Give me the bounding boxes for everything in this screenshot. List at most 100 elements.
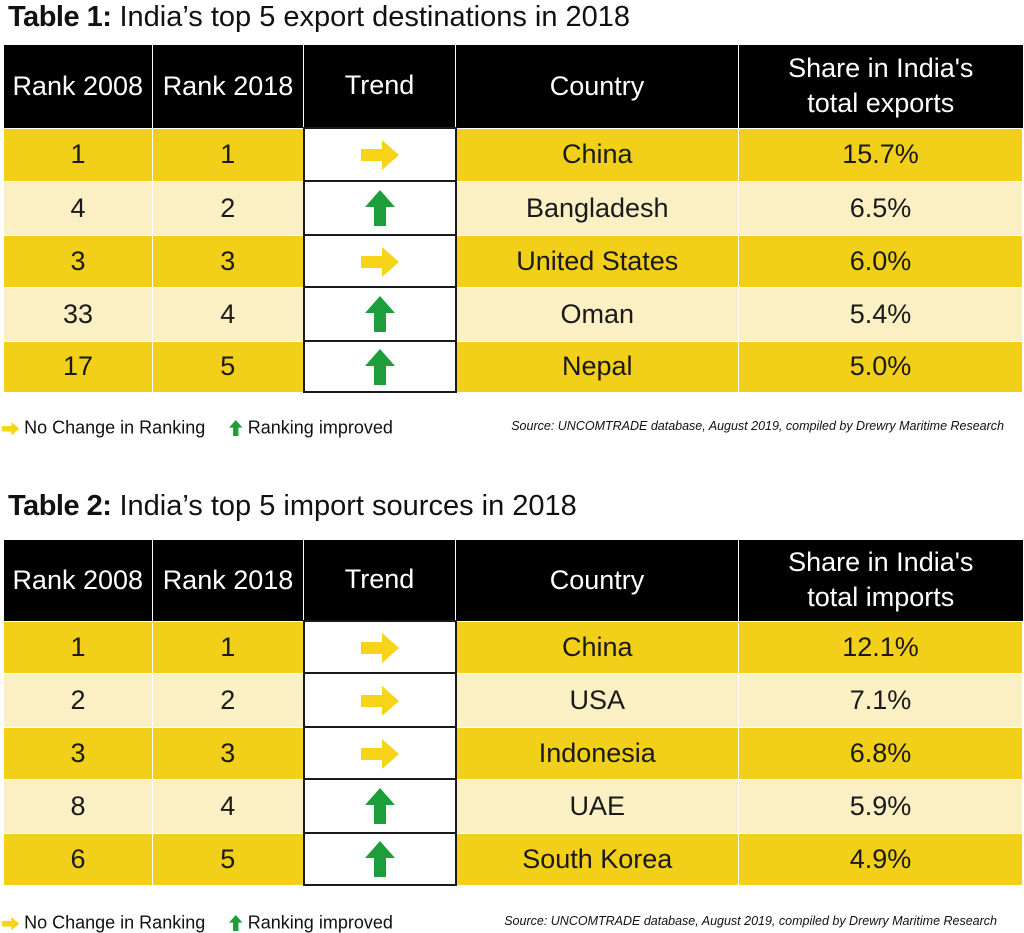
table2-legend-no-change: No Change in Ranking (24, 912, 206, 933)
share-cell: 4.9% (738, 832, 1023, 886)
rank2018-cell: 3 (152, 726, 304, 780)
rank2018-cell: 4 (152, 778, 304, 834)
rank2018-cell: 2 (152, 180, 304, 236)
trend-cell (302, 672, 457, 728)
table1-title-text: India’s top 5 export destinations in 201… (111, 1, 631, 33)
table1-header-country: Country (455, 45, 739, 128)
rank2018-cell: 1 (152, 620, 304, 674)
trend-cell (302, 726, 457, 780)
rank2008-cell: 3 (3, 234, 153, 288)
table-row: 17 5 Nepal 5.0% (3, 340, 1023, 393)
rank2018-cell: 2 (152, 672, 304, 728)
table2-header-share: Share in India's total imports (738, 540, 1023, 621)
up-arrow-icon (229, 420, 243, 437)
legend-no-change-arrow-icon (2, 912, 20, 932)
country-cell: Oman (455, 286, 739, 342)
table2-title-label: Table 2: (8, 490, 112, 522)
table-row: 33 4 Oman 5.4% (3, 286, 1023, 342)
trend-cell (302, 286, 457, 342)
trend-cell (302, 127, 457, 182)
rank2008-cell: 1 (3, 620, 153, 674)
table2-header-trend: Trend (303, 540, 456, 621)
table1-legend-improved: Ranking improved (247, 417, 393, 438)
country-cell: USA (455, 672, 739, 728)
table1-header-share: Share in India's total exports (738, 45, 1023, 128)
table-row: 3 3 United States 6.0% (3, 234, 1023, 288)
country-cell: UAE (455, 778, 739, 834)
table2-legend: No Change in Ranking Ranking improved (2, 912, 393, 933)
share-cell: 15.7% (738, 127, 1023, 182)
rank2018-cell: 5 (152, 340, 304, 393)
trend-cell (302, 778, 457, 834)
right-arrow-icon (360, 738, 399, 769)
country-cell: Bangladesh (455, 180, 739, 236)
table-row: 2 2 USA 7.1% (3, 672, 1023, 728)
up-arrow-icon (364, 788, 395, 824)
table1-header-rank2018: Rank 2018 (152, 45, 304, 128)
legend-no-change-arrow-icon (2, 417, 20, 437)
up-arrow-icon (364, 841, 395, 877)
share-cell: 7.1% (738, 672, 1023, 728)
share-cell: 5.4% (738, 286, 1023, 342)
share-cell: 5.9% (738, 778, 1023, 834)
trend-cell (302, 234, 457, 288)
rank2008-cell: 8 (3, 778, 153, 834)
up-arrow-icon (364, 296, 395, 332)
table2-title-text: India’s top 5 import sources in 2018 (111, 490, 577, 522)
table1-legend: No Change in Ranking Ranking improved (2, 417, 393, 438)
table2-header-country: Country (455, 540, 739, 621)
table2-title: Table 2: India’s top 5 import sources in… (8, 492, 577, 521)
rank2018-cell: 1 (152, 127, 304, 182)
right-arrow-icon (2, 916, 20, 931)
table2-source: Source: UNCOMTRADE database, August 2019… (504, 914, 997, 928)
table1-source: Source: UNCOMTRADE database, August 2019… (511, 419, 1004, 433)
table1-header-rank2008: Rank 2008 (3, 45, 153, 128)
right-arrow-icon (360, 685, 399, 716)
table2-header-rank2018: Rank 2018 (152, 540, 304, 621)
table-row: 3 3 Indonesia 6.8% (3, 726, 1023, 780)
up-arrow-icon (364, 348, 395, 385)
rank2008-cell: 1 (3, 127, 153, 182)
table-row: 4 2 Bangladesh 6.5% (3, 180, 1023, 236)
table1-title-label: Table 1: (8, 1, 112, 33)
country-cell: China (455, 127, 739, 182)
share-cell: 6.5% (738, 180, 1023, 236)
table2: Rank 2008 Rank 2018 Trend Country Share … (3, 540, 1023, 886)
table-row: 1 1 China 15.7% (3, 127, 1023, 182)
rank2018-cell: 3 (152, 234, 304, 288)
table1-header-trend: Trend (303, 45, 456, 128)
rank2018-cell: 4 (152, 286, 304, 342)
rank2008-cell: 33 (3, 286, 153, 342)
table-row: 1 1 China 12.1% (3, 620, 1023, 674)
country-cell: Nepal (455, 340, 739, 393)
country-cell: China (455, 620, 739, 674)
country-cell: Indonesia (455, 726, 739, 780)
share-cell: 6.8% (738, 726, 1023, 780)
share-cell: 6.0% (738, 234, 1023, 288)
country-cell: United States (455, 234, 739, 288)
up-arrow-icon (364, 190, 395, 226)
right-arrow-icon (360, 246, 399, 277)
rank2008-cell: 17 (3, 340, 153, 393)
rank2008-cell: 2 (3, 672, 153, 728)
rank2008-cell: 6 (3, 832, 153, 886)
table2-header-row: Rank 2008 Rank 2018 Trend Country Share … (3, 540, 1023, 621)
right-arrow-icon (360, 632, 399, 663)
legend-improved-arrow-icon (229, 912, 243, 932)
up-arrow-icon (229, 915, 243, 932)
share-cell: 12.1% (738, 620, 1023, 674)
rank2018-cell: 5 (152, 832, 304, 886)
rank2008-cell: 4 (3, 180, 153, 236)
table1-header-row: Rank 2008 Rank 2018 Trend Country Share … (3, 45, 1023, 128)
table1: Rank 2008 Rank 2018 Trend Country Share … (3, 45, 1023, 393)
legend-improved-arrow-icon (229, 417, 243, 437)
trend-cell (302, 180, 457, 236)
table2-legend-improved: Ranking improved (247, 912, 393, 933)
share-cell: 5.0% (738, 340, 1023, 393)
table-row: 6 5 South Korea 4.9% (3, 832, 1023, 886)
trend-cell (302, 340, 457, 393)
trend-cell (302, 620, 457, 674)
table2-header-rank2008: Rank 2008 (3, 540, 153, 621)
trend-cell (302, 832, 457, 886)
table-row: 8 4 UAE 5.9% (3, 778, 1023, 834)
